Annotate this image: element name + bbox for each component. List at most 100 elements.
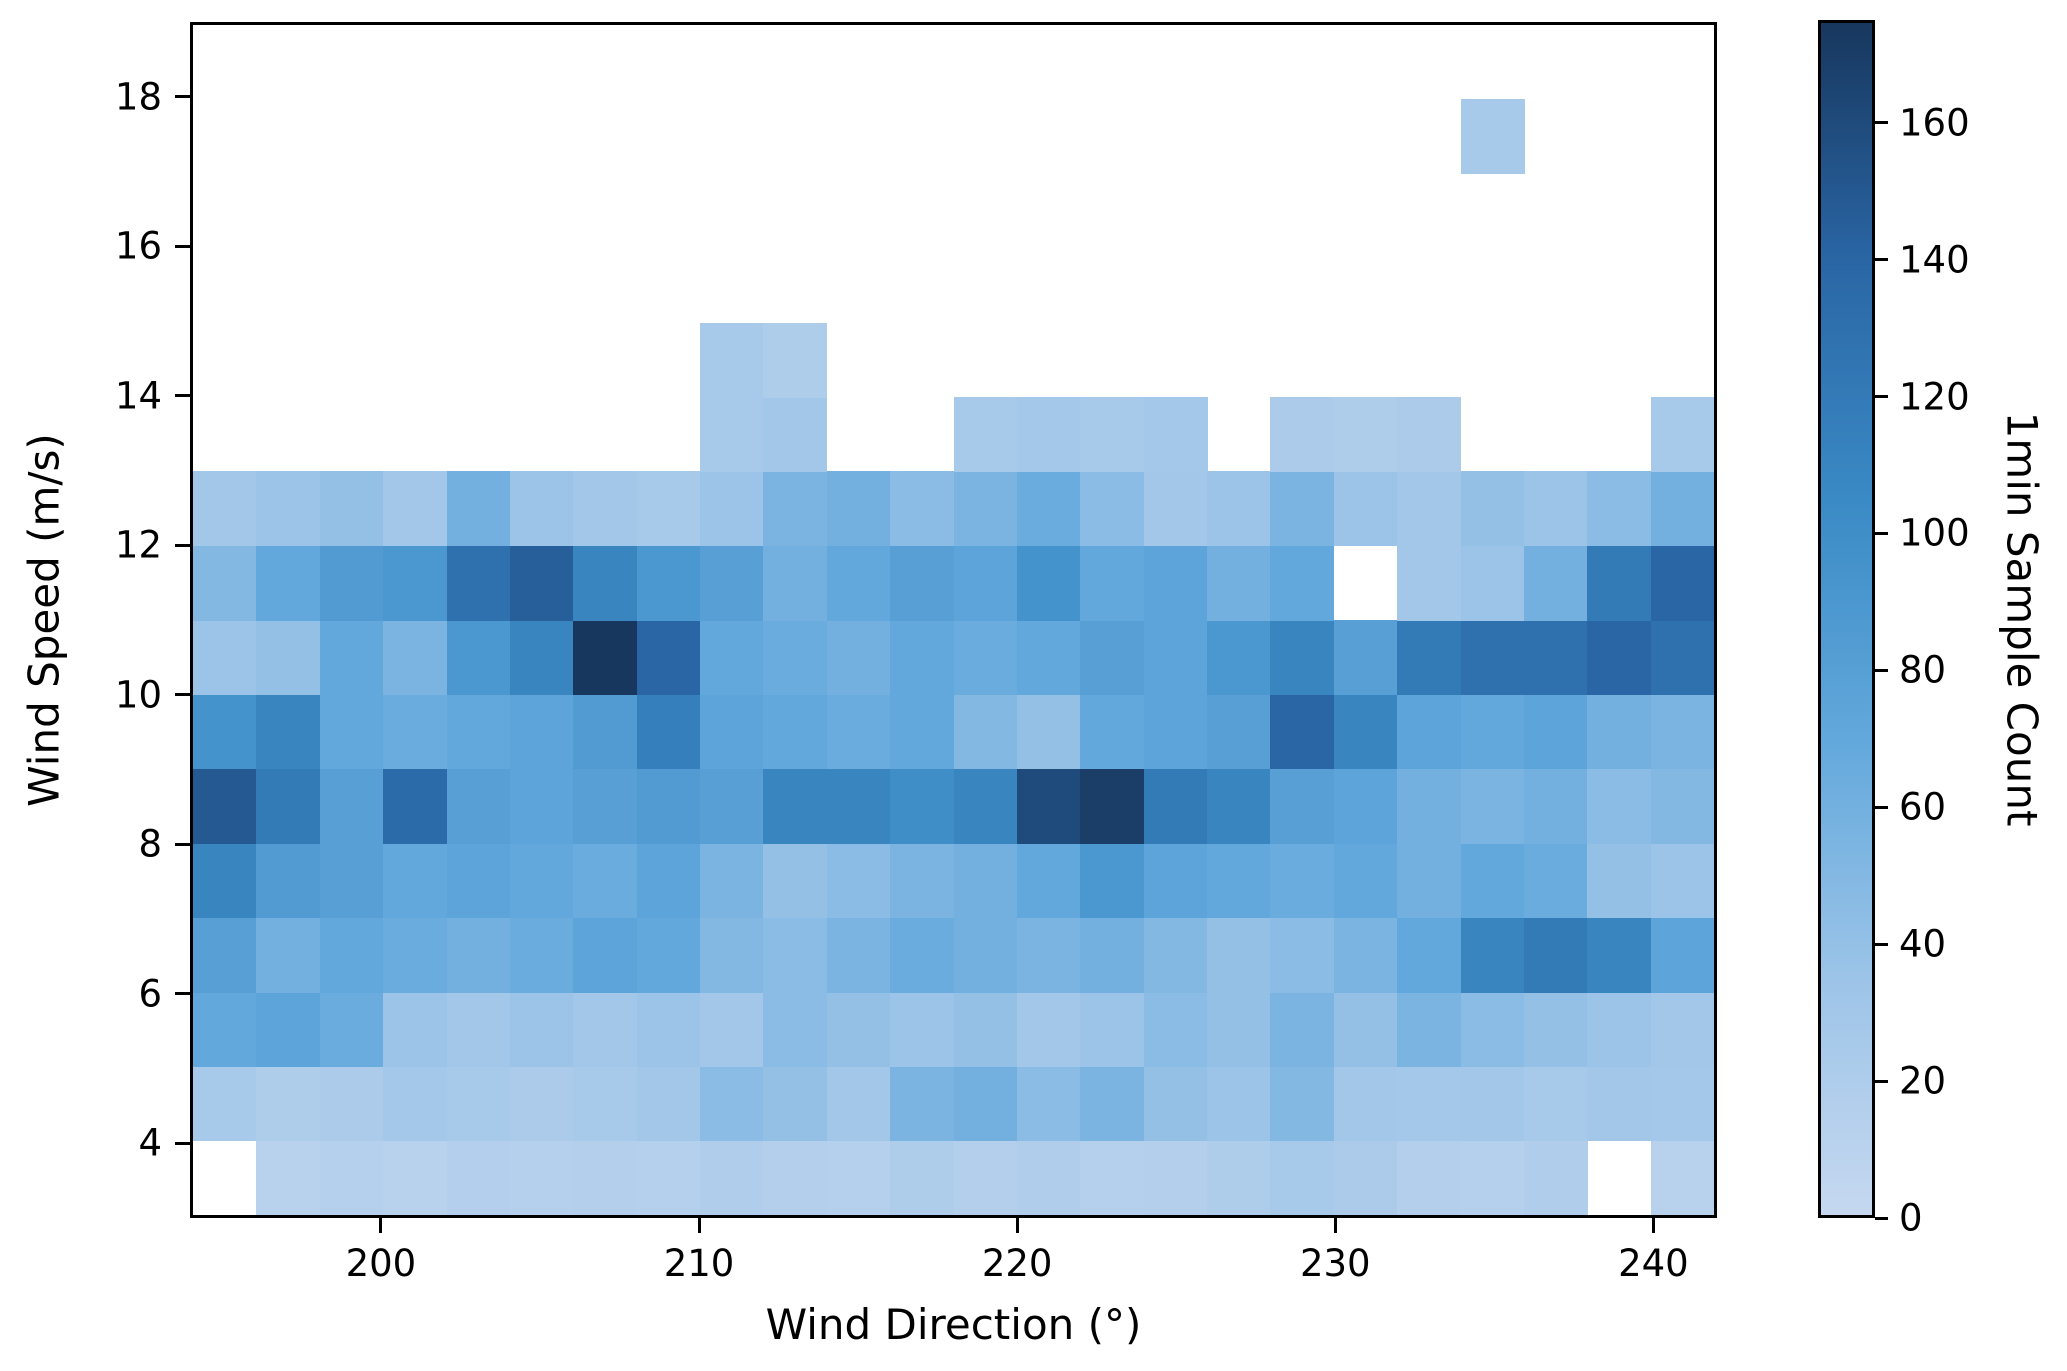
x-tick-mark [1333,1218,1337,1233]
heatmap-cell [763,471,828,547]
heatmap-cell [1523,1140,1588,1215]
heatmap-cell [573,620,638,696]
heatmap-cell [256,471,321,547]
heatmap-cell [1333,768,1398,844]
plot-area [190,22,1717,1218]
heatmap-cell [1650,1066,1714,1142]
heatmap-cell [1523,471,1588,547]
heatmap-cell [953,768,1018,844]
heatmap-cell [509,768,574,844]
heatmap-cell [573,991,638,1067]
heatmap-cell [1650,768,1714,844]
heatmap-cell [1397,843,1462,919]
colorbar-tick-mark [1875,258,1888,262]
heatmap-cell [1143,1066,1208,1142]
heatmap-cell [890,991,955,1067]
heatmap-cell [763,322,828,398]
heatmap-cell [763,396,828,472]
heatmap-cell [700,396,765,472]
heatmap-cell [1333,471,1398,547]
heatmap-cell [636,620,701,696]
heatmap-cell [953,991,1018,1067]
heatmap-cell [1587,694,1652,770]
heatmap-cell [953,1140,1018,1215]
heatmap-cell [953,694,1018,770]
x-tick-mark [697,1218,701,1233]
heatmap-cell [383,471,448,547]
heatmap-cell [890,620,955,696]
heatmap-cell [826,545,891,621]
heatmap-cell [826,471,891,547]
heatmap-cell [1080,471,1145,547]
heatmap-cell [1270,843,1335,919]
heatmap-cell [256,991,321,1067]
heatmap-cell [1523,1066,1588,1142]
heatmap-cell [573,471,638,547]
heatmap-cell [1016,1066,1081,1142]
heatmap-cell [1333,843,1398,919]
heatmap-cell [1587,843,1652,919]
heatmap-cell [700,694,765,770]
heatmap-cell [1143,545,1208,621]
heatmap-cell [383,694,448,770]
heatmap-cell [1016,991,1081,1067]
heatmap-cell [763,620,828,696]
heatmap-cell [700,1140,765,1215]
heatmap-cell [1016,620,1081,696]
y-tick-mark [175,543,190,547]
x-tick-label: 240 [1618,1242,1689,1285]
heatmap-cell [953,396,1018,472]
heatmap-cell [319,620,384,696]
heatmap-cell [1523,991,1588,1067]
heatmap-cell [1270,694,1335,770]
heatmap-cell [446,620,511,696]
heatmap-cell [383,843,448,919]
heatmap-cell [1207,1140,1272,1215]
heatmap-cell [890,471,955,547]
y-tick-label: 4 [138,1121,162,1165]
heatmap-cell [700,545,765,621]
heatmap-cell [509,545,574,621]
heatmap-cell [1397,917,1462,993]
heatmap-cell [1143,396,1208,472]
heatmap-cell [573,545,638,621]
heatmap-cell [1460,620,1525,696]
heatmap-cell [1143,917,1208,993]
heatmap-cell [319,545,384,621]
heatmap-cell [826,1140,891,1215]
heatmap-cell [509,917,574,993]
colorbar-tick-label: 160 [1899,101,1970,145]
heatmap-cell [1587,1066,1652,1142]
heatmap-cell [1460,843,1525,919]
heatmap-cell [1016,396,1081,472]
heatmap-cell [1207,768,1272,844]
heatmap-cell [1143,991,1208,1067]
heatmap-cell [826,991,891,1067]
heatmap-cell [1016,1140,1081,1215]
heatmap-cell [256,694,321,770]
heatmap-cell [1397,545,1462,621]
y-tick-label: 14 [114,374,162,418]
x-tick-label: 230 [1299,1242,1371,1285]
heatmap-cell [1207,1066,1272,1142]
heatmap-cell [1333,917,1398,993]
heatmap-cell [319,471,384,547]
y-axis-label: Wind Speed (m/s) [19,433,69,807]
heatmap-cell [1143,471,1208,547]
heatmap-cell [826,1066,891,1142]
heatmap-cell [890,768,955,844]
colorbar-tick-label: 100 [1899,511,1970,555]
heatmap-cell [1143,620,1208,696]
heatmap-cell [1460,768,1525,844]
heatmap-cell [636,694,701,770]
heatmap-cell [193,694,258,770]
heatmap-cell [700,1066,765,1142]
heatmap-cell [1080,545,1145,621]
heatmap-cell [826,843,891,919]
heatmap-cell [446,768,511,844]
heatmap-cell [1016,843,1081,919]
heatmap-cell [763,768,828,844]
heatmap-cell [1587,545,1652,621]
heatmap-cell [1016,545,1081,621]
